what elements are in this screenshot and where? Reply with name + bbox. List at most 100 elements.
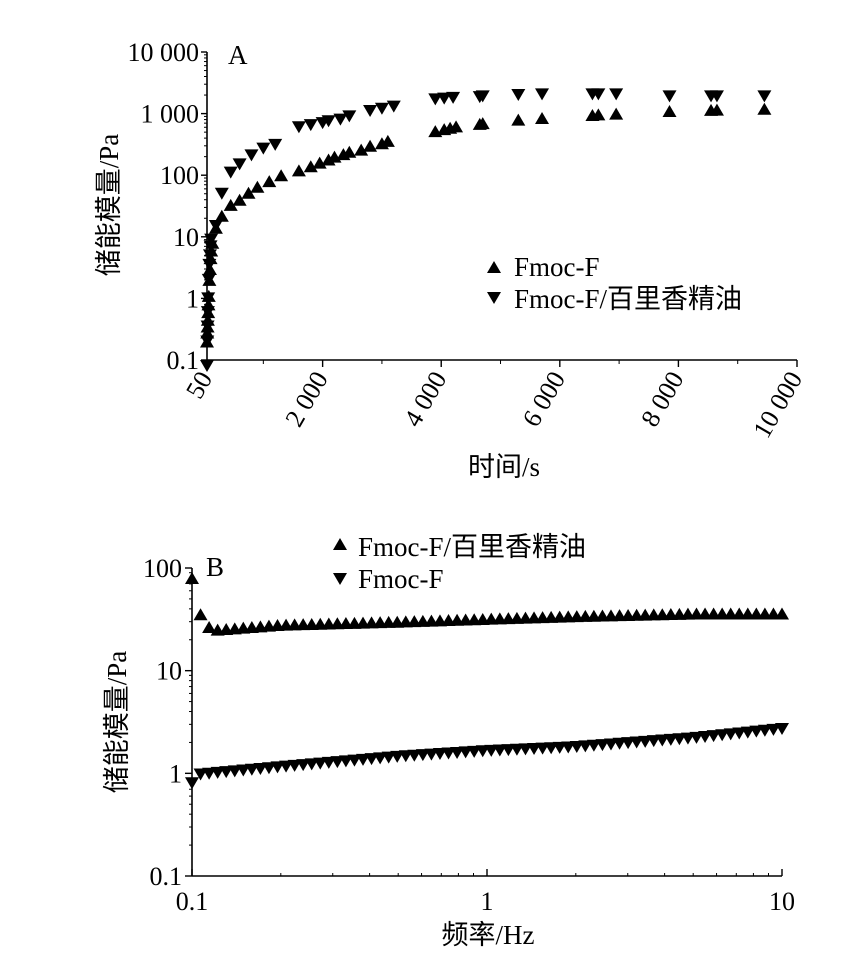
- panel-a-point-up: [241, 186, 256, 199]
- panel-a-point-up: [511, 113, 526, 126]
- panel-b-point-down: [270, 761, 285, 774]
- panel-b-point-down: [484, 744, 499, 757]
- panel-b-point-down: [698, 730, 713, 743]
- panel-b-legend: Fmoc-F/百里香精油 Fmoc-F: [333, 532, 586, 594]
- panel-a-label: A: [228, 40, 248, 70]
- panel-b-point-down: [185, 777, 199, 790]
- panel-b-point-down: [672, 733, 687, 746]
- panel-a-point-down: [511, 89, 526, 102]
- panel-a-point-down: [203, 240, 218, 253]
- panel-b-point-down: [586, 739, 601, 752]
- panel-a-point-down: [244, 149, 259, 162]
- panel-b-point-down: [638, 735, 653, 748]
- panel-b-point-down: [398, 750, 413, 763]
- panel-b-point-down: [381, 751, 396, 764]
- panel-b-point-down: [527, 742, 542, 755]
- panel-a-point-down: [609, 88, 624, 101]
- panel-a-point-up: [291, 164, 306, 177]
- panel-a-point-down: [303, 119, 318, 132]
- panel-a-point-up: [274, 169, 289, 182]
- panel-b-label: B: [206, 552, 224, 582]
- panel-b-point-down: [304, 758, 319, 771]
- panel-a-ytick-label: 10 000: [128, 38, 200, 67]
- panel-b-ytick-label: 10: [156, 657, 182, 686]
- panel-a-point-down: [256, 142, 271, 155]
- panel-b-ticks: 0.1 1 10 100 0.1 1 10: [143, 554, 795, 916]
- panel-b-point-down: [535, 742, 550, 755]
- panel-b-point-up: [185, 571, 199, 584]
- panel-a-point-down: [232, 158, 247, 171]
- panel-a-xtick-label: 8 000: [635, 367, 689, 432]
- panel-b-point-down: [569, 741, 584, 754]
- legend-a-marker-up: [487, 261, 501, 273]
- panel-b-point-down: [732, 727, 747, 740]
- panel-a-point-up: [214, 209, 229, 222]
- panel-a-point-down: [757, 90, 772, 103]
- panel-b-point-down: [390, 750, 405, 763]
- panel-b-xtick-label: 0.1: [176, 887, 209, 916]
- panel-a-point-down: [662, 90, 677, 103]
- panel-b-point-down: [749, 725, 764, 738]
- panel-a-point-up: [380, 134, 395, 147]
- panel-b-point-down: [244, 763, 259, 776]
- panel-a-point-down: [200, 335, 215, 348]
- legend-b-text-1: Fmoc-F/百里香精油: [358, 532, 586, 562]
- panel-b-point-down: [475, 745, 490, 758]
- panel-b-point-down: [646, 735, 661, 748]
- panel-b-point-down: [766, 723, 781, 736]
- panel-b-point-down: [347, 754, 362, 767]
- panel-b-point-down: [450, 746, 465, 759]
- panel-a-point-up: [262, 175, 277, 188]
- panel-b-point-down: [612, 737, 627, 750]
- panel-a-point-up: [363, 139, 378, 152]
- legend-b-text-2: Fmoc-F: [358, 564, 444, 594]
- panel-b-point-down: [407, 749, 422, 762]
- panel-b-point-up: [202, 621, 217, 634]
- panel-a-xtick-label: 4 000: [398, 367, 452, 432]
- panel-a-point-down: [535, 88, 550, 101]
- panel-a-point-up: [535, 111, 550, 124]
- panel-b-point-down: [210, 766, 225, 779]
- panel-b-markers: [185, 571, 789, 790]
- panel-b-point-down: [603, 738, 618, 751]
- panel-b-point-down: [261, 762, 276, 775]
- panel-b-point-down: [518, 743, 533, 756]
- panel-a-point-up: [303, 160, 318, 173]
- panel-b-point-down: [740, 726, 755, 739]
- panel-a-point-down: [437, 92, 452, 105]
- panel-b-xlabel: 频率/Hz: [442, 920, 535, 950]
- panel-a-point-up: [342, 145, 357, 158]
- panel-b-point-down: [552, 741, 567, 754]
- panel-a-ytick-label: 1: [186, 284, 199, 313]
- panel-a-markers: [200, 88, 772, 372]
- panel-b-point-down: [544, 742, 559, 755]
- panel-b-point-down: [356, 753, 371, 766]
- panel-a-legend: Fmoc-F Fmoc-F/百里香精油: [487, 252, 742, 314]
- panel-a-point-down: [374, 102, 389, 115]
- panel-a-point-up: [662, 105, 677, 118]
- panel-b-point-down: [629, 736, 644, 749]
- panel-b-point-down: [680, 732, 695, 745]
- panel-b-point-down: [467, 745, 482, 758]
- panel-b-point-down: [219, 766, 234, 779]
- panel-b-point-down: [227, 765, 242, 778]
- panel-b-xtick-label: 10: [769, 887, 795, 916]
- panel-b-point-down: [313, 757, 328, 770]
- panel-b-point-down: [621, 737, 636, 750]
- panel-b-point-down: [296, 759, 311, 772]
- panel-a-point-down: [342, 110, 357, 123]
- panel-b-point-down: [236, 764, 251, 777]
- panel-a-xlabel: 时间/s: [468, 452, 540, 482]
- panel-a-point-down: [709, 90, 724, 103]
- panel-b-point-down: [509, 743, 524, 756]
- panel-a-point-down: [201, 273, 216, 286]
- panel-a-point-up: [591, 108, 606, 121]
- panel-b-point-down: [663, 733, 678, 746]
- panel-b-point-down: [458, 746, 473, 759]
- panel-a-point-down: [386, 100, 401, 113]
- panel-b-point-up: [775, 607, 789, 620]
- panel-b-point-down: [415, 749, 430, 762]
